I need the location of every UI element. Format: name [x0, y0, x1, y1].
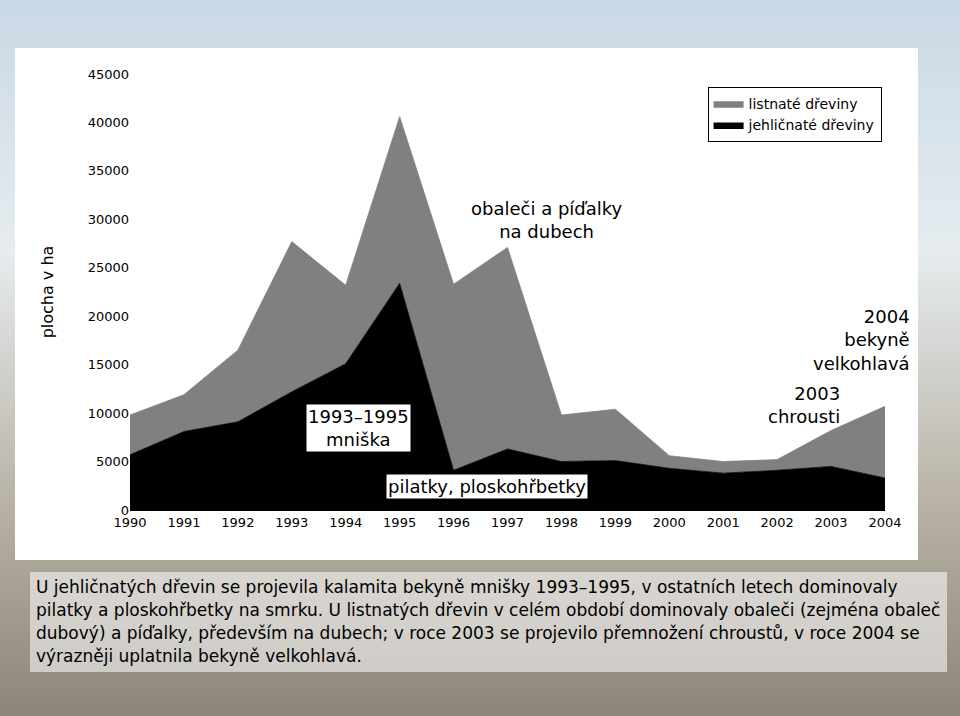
svg-text:10000: 10000 — [88, 406, 129, 421]
svg-text:jehličnaté dřeviny: jehličnaté dřeviny — [748, 117, 874, 133]
svg-text:20000: 20000 — [88, 309, 129, 324]
svg-text:1993–1995mniška: 1993–1995mniška — [308, 406, 409, 450]
svg-text:30000: 30000 — [88, 212, 129, 227]
svg-text:1996: 1996 — [437, 515, 470, 530]
svg-text:pilatky, ploskohřbetky: pilatky, ploskohřbetky — [388, 476, 586, 497]
svg-text:2003: 2003 — [815, 515, 848, 530]
svg-text:5000: 5000 — [96, 454, 129, 469]
svg-text:45000: 45000 — [88, 67, 129, 82]
svg-text:1998: 1998 — [545, 515, 578, 530]
svg-text:25000: 25000 — [88, 260, 129, 275]
svg-text:1999: 1999 — [599, 515, 632, 530]
svg-text:1991: 1991 — [167, 515, 200, 530]
svg-text:40000: 40000 — [88, 115, 129, 130]
svg-text:1990: 1990 — [113, 515, 146, 530]
svg-text:1995: 1995 — [383, 515, 416, 530]
svg-text:2004bekyněvelkohlavá: 2004bekyněvelkohlavá — [813, 306, 910, 374]
svg-text:2002: 2002 — [761, 515, 794, 530]
svg-text:0: 0 — [121, 503, 129, 518]
svg-text:1997: 1997 — [491, 515, 524, 530]
html-text:U jehličnatých dřevin se proje: U jehličnatých dřevin se projevila kalam… — [36, 577, 941, 666]
svg-text:2004: 2004 — [868, 515, 901, 530]
svg-text:1994: 1994 — [329, 515, 362, 530]
svg-text:2003chrousti: 2003chrousti — [768, 383, 840, 427]
svg-text:obaleči a píďalkyna dubech: obaleči a píďalkyna dubech — [471, 198, 623, 242]
svg-text:2000: 2000 — [653, 515, 686, 530]
svg-text:1992: 1992 — [221, 515, 254, 530]
svg-text:listnaté dřeviny: listnaté dřeviny — [749, 96, 858, 112]
svg-text:15000: 15000 — [88, 357, 129, 372]
svg-text:35000: 35000 — [88, 163, 129, 178]
svg-text:1993: 1993 — [275, 515, 308, 530]
svg-text:2001: 2001 — [707, 515, 740, 530]
svg-text:plocha v ha: plocha v ha — [38, 246, 57, 339]
